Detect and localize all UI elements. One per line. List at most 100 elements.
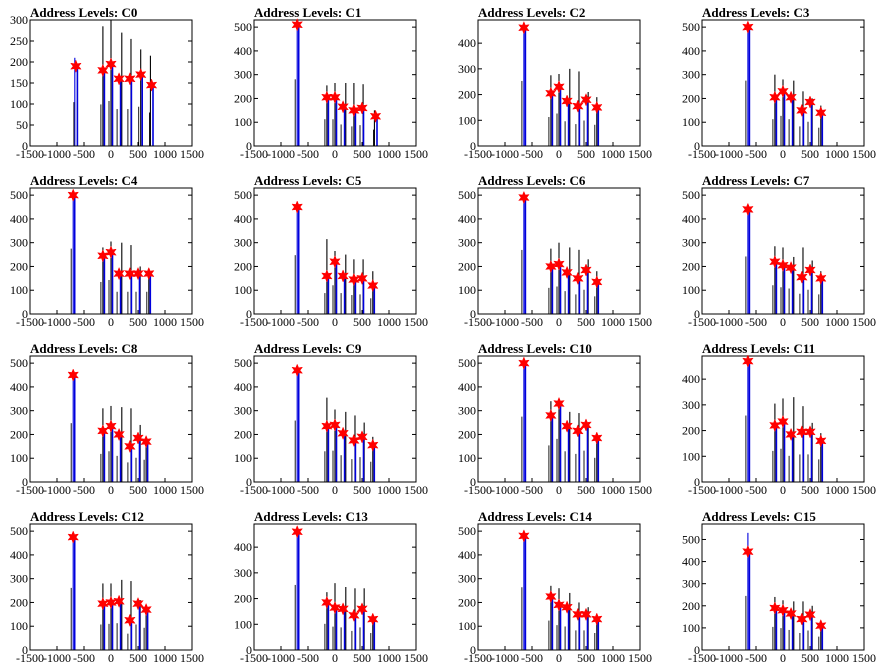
- peak-star-marker: [815, 619, 827, 633]
- x-tick-label: 1500: [404, 315, 428, 329]
- peak-star-marker: [321, 90, 333, 104]
- subplot-title: Address Levels: C11: [702, 341, 815, 356]
- y-tick-label: 400: [234, 380, 252, 394]
- x-tick-label: 1500: [852, 147, 876, 161]
- peak-star-marker: [742, 20, 754, 34]
- y-tick-label: 200: [682, 259, 700, 273]
- peak-star-marker: [572, 99, 584, 113]
- y-tick-label: 400: [458, 36, 476, 50]
- peak-star-marker: [367, 438, 379, 452]
- x-tick-label: -500: [73, 483, 95, 497]
- x-tick-label: 500: [353, 651, 371, 665]
- x-tick-label: -1000: [491, 651, 519, 665]
- y-tick-label: 0: [22, 643, 28, 657]
- x-tick-label: -1000: [715, 651, 743, 665]
- subplot-c12: Address Levels: C12 0 100 200 300 400 500 -1500…: [10, 509, 204, 665]
- x-tick-label: -500: [297, 315, 319, 329]
- x-tick-label: -1000: [267, 651, 295, 665]
- x-tick-label: 1000: [153, 651, 177, 665]
- x-tick-label: 500: [801, 483, 819, 497]
- x-tick-label: 1500: [404, 651, 428, 665]
- subplot-title: Address Levels: C3: [702, 5, 810, 20]
- peak-star-marker: [113, 427, 125, 442]
- peak-star-marker: [553, 80, 565, 94]
- peak-star-marker: [367, 612, 379, 626]
- x-tick-label: 0: [108, 651, 114, 665]
- y-tick-label: 0: [22, 139, 28, 153]
- x-tick-label: -1000: [491, 483, 519, 497]
- y-tick-label: 500: [458, 524, 476, 538]
- x-tick-label: -1000: [491, 315, 519, 329]
- peak-star-marker: [553, 598, 565, 612]
- y-tick-label: 100: [458, 451, 476, 465]
- x-tick-label: 1500: [180, 147, 204, 161]
- x-tick-label: 500: [577, 147, 595, 161]
- peak-star-marker: [561, 94, 573, 108]
- y-tick-label: 300: [10, 13, 28, 27]
- y-tick-label: 300: [682, 236, 700, 250]
- x-tick-label: -1500: [240, 147, 268, 161]
- x-tick-label: -1500: [16, 483, 44, 497]
- peak-star-marker: [777, 414, 789, 429]
- subplot-c9: Address Levels: C90100200300400500-1500-…: [234, 341, 428, 497]
- y-tick-label: 200: [234, 259, 252, 273]
- x-tick-label: 1500: [180, 315, 204, 329]
- subplot-c10: Address Levels: C10 0 100 200 300 400 500 -1500…: [458, 341, 652, 497]
- y-tick-label: 400: [10, 212, 28, 226]
- y-tick-label: 500: [458, 188, 476, 202]
- y-tick-label: 300: [234, 404, 252, 418]
- y-tick-label: 100: [682, 283, 700, 297]
- y-tick-label: 0: [694, 643, 700, 657]
- peak-star-marker: [356, 271, 368, 285]
- peak-star-marker: [291, 363, 303, 377]
- peak-star-marker: [796, 612, 808, 626]
- subplot-c7: Address Levels: C70100200300400500-1500-…: [682, 173, 876, 329]
- x-tick-label: -500: [73, 651, 95, 665]
- x-tick-label: 0: [556, 651, 562, 665]
- y-tick-label: 400: [10, 380, 28, 394]
- y-tick-label: 400: [10, 548, 28, 562]
- peak-star-marker: [580, 418, 592, 432]
- y-tick-label: 500: [682, 188, 700, 202]
- y-tick-label: 0: [246, 139, 252, 153]
- peak-star-marker: [132, 596, 144, 611]
- peak-star-marker: [553, 396, 565, 411]
- x-tick-label: 500: [801, 315, 819, 329]
- x-tick-label: -1000: [43, 651, 71, 665]
- x-tick-label: 1000: [153, 147, 177, 161]
- y-tick-label: 300: [682, 68, 700, 82]
- peak-star-marker: [580, 263, 592, 277]
- x-tick-label: -1000: [43, 315, 71, 329]
- peak-star-marker: [561, 600, 573, 614]
- x-tick-label: -1500: [464, 483, 492, 497]
- x-tick-label: -500: [521, 315, 543, 329]
- x-tick-label: -1500: [688, 315, 716, 329]
- peak-star-marker: [796, 270, 808, 284]
- x-tick-label: 500: [353, 147, 371, 161]
- y-tick-label: 500: [234, 188, 252, 202]
- subplot-title: Address Levels: C10: [478, 341, 592, 356]
- peak-star-marker: [124, 72, 136, 86]
- peak-star-marker: [769, 418, 781, 433]
- x-tick-label: 0: [556, 315, 562, 329]
- y-tick-label: 200: [10, 427, 28, 441]
- subplot-title: Address Levels: C1: [254, 5, 361, 20]
- y-tick-label: 300: [10, 236, 28, 250]
- x-tick-label: -1000: [267, 315, 295, 329]
- x-tick-label: 1500: [628, 147, 652, 161]
- x-tick-label: -1500: [688, 483, 716, 497]
- x-tick-label: 1000: [601, 315, 625, 329]
- x-tick-label: -1000: [491, 147, 519, 161]
- x-tick-label: 1000: [825, 147, 849, 161]
- peak-star-marker: [785, 90, 797, 104]
- subplot-title: Address Levels: C12: [30, 509, 144, 524]
- peak-star-marker: [545, 408, 557, 423]
- x-tick-label: -1000: [715, 483, 743, 497]
- x-tick-label: -500: [745, 651, 767, 665]
- x-tick-label: -1500: [464, 147, 492, 161]
- y-tick-label: 100: [10, 283, 28, 297]
- x-tick-label: -1500: [464, 651, 492, 665]
- peak-star-marker: [329, 600, 341, 615]
- peak-star-marker: [140, 434, 152, 449]
- y-tick-label: 400: [234, 212, 252, 226]
